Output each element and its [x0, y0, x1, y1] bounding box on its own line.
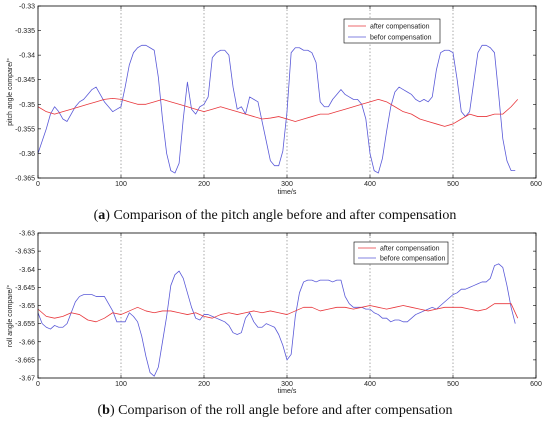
- roll-x-tick-label: 600: [530, 381, 542, 388]
- roll-y-ticks: -3.63 -3.635 -3.64 -3.645 -3.65 -3.655 -3.66 -3…: [15, 231, 536, 383]
- pitch-series-after-line: [37, 97, 519, 127]
- roll-legend-before: before compensation: [380, 256, 445, 263]
- pitch-chart-panel: pitch angle compare/° -0.33-0.335-0.34-0…: [6, 4, 542, 224]
- pitch-caption-letter: a: [98, 208, 105, 223]
- roll-ylabel: roll angle compare/°: [6, 285, 14, 348]
- pitch-caption: (a) Comparison of the pitch angle before…: [94, 208, 457, 223]
- pitch-y-tick-label: -0.33: [19, 4, 35, 11]
- pitch-plot-frame: [37, 5, 537, 179]
- roll-caption-text: Comparison of the roll angle before and …: [118, 403, 452, 418]
- roll-y-tick-label: -3.655: [15, 321, 35, 328]
- roll-y-tick-label: -3.65: [19, 303, 35, 310]
- pitch-legend-box: [343, 18, 441, 44]
- pitch-y-tick-label: -0.34: [19, 53, 35, 60]
- roll-x-ticks: 0 100 200 300 400 500 600: [36, 233, 542, 388]
- pitch-x-tick-label: 400: [364, 181, 376, 188]
- roll-legend: after compensation before compensation: [353, 241, 449, 265]
- pitch-x-tick-label: 500: [447, 181, 459, 188]
- roll-y-tick-label: -3.64: [19, 267, 35, 274]
- pitch-y-tick-label: -0.36: [19, 151, 35, 158]
- roll-series-before-line: [37, 263, 516, 377]
- pitch-y-ticks: -0.33 -0.335 -0.34 -0.345 -0.35 -0.355 -0.36 -0…: [15, 4, 536, 183]
- roll-y-tick-label: -3.63: [19, 231, 35, 238]
- roll-y-tick-label: -3.66: [19, 339, 35, 346]
- pitch-series: [37, 44, 519, 174]
- pitch-legend-after: after compensation: [370, 24, 430, 31]
- roll-plot-frame: [37, 232, 537, 379]
- pitch-x-tick-label: 300: [281, 181, 293, 188]
- pitch-legend: after compensation befor compensation: [343, 18, 441, 44]
- pitch-x-tick-label: 200: [198, 181, 210, 188]
- roll-series-after-line: [37, 303, 519, 323]
- roll-y-tick-label: -3.665: [15, 357, 35, 364]
- pitch-ylabel: pitch angle compare/°: [6, 58, 14, 126]
- roll-y-tick-label: -3.67: [19, 376, 35, 383]
- pitch-y-tick-label: -0.35: [19, 102, 35, 109]
- roll-y-tick-label: -3.645: [15, 285, 35, 292]
- roll-x-tick-label: 200: [198, 381, 210, 388]
- pitch-y-tick-label: -0.355: [15, 126, 35, 133]
- pitch-x-ticks: 0 100 200 300 400 500 600: [36, 6, 542, 188]
- roll-legend-box: [353, 241, 449, 265]
- roll-x-tick-label: 0: [36, 381, 40, 388]
- roll-x-tick-label: 100: [115, 381, 127, 388]
- pitch-x-tick-label: 600: [530, 181, 542, 188]
- pitch-xlabel: time/s: [278, 189, 297, 196]
- pitch-series-before-line: [37, 44, 516, 174]
- roll-x-tick-label: 300: [281, 381, 293, 388]
- roll-y-tick-label: -3.635: [15, 249, 35, 256]
- pitch-y-tick-label: -0.365: [15, 176, 35, 183]
- roll-legend-after: after compensation: [380, 246, 440, 253]
- pitch-caption-text: Comparison of the pitch angle before and…: [113, 208, 456, 223]
- roll-series: [37, 263, 519, 377]
- roll-x-tick-label: 400: [364, 381, 376, 388]
- pitch-y-tick-label: -0.335: [15, 28, 35, 35]
- roll-chart-panel: roll angle compare/° -3.63-3.635-3.64-3.…: [6, 231, 542, 419]
- roll-x-tick-label: 500: [447, 381, 459, 388]
- pitch-x-tick-label: 0: [36, 181, 40, 188]
- roll-caption-letter: b: [102, 403, 110, 418]
- roll-xlabel: time/s: [278, 388, 297, 395]
- roll-caption: (b) Comparison of the roll angle before …: [98, 403, 453, 418]
- pitch-legend-before: befor compensation: [370, 35, 432, 42]
- pitch-x-tick-label: 100: [115, 181, 127, 188]
- pitch-y-tick-label: -0.345: [15, 77, 35, 84]
